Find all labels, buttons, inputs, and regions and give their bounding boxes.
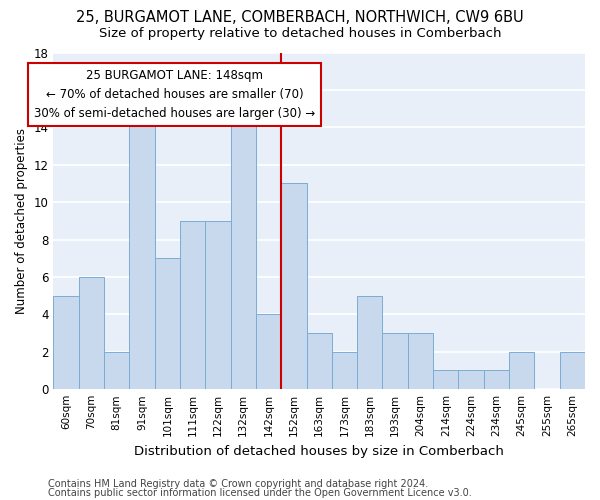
- Bar: [205, 221, 230, 389]
- Bar: [357, 296, 382, 389]
- Text: Size of property relative to detached houses in Comberbach: Size of property relative to detached ho…: [99, 28, 501, 40]
- Bar: [130, 108, 155, 389]
- Bar: [332, 352, 357, 389]
- Y-axis label: Number of detached properties: Number of detached properties: [15, 128, 28, 314]
- Bar: [53, 296, 79, 389]
- Text: Contains public sector information licensed under the Open Government Licence v3: Contains public sector information licen…: [48, 488, 472, 498]
- Bar: [408, 333, 433, 389]
- Text: 25, BURGAMOT LANE, COMBERBACH, NORTHWICH, CW9 6BU: 25, BURGAMOT LANE, COMBERBACH, NORTHWICH…: [76, 10, 524, 25]
- Bar: [256, 314, 281, 389]
- Bar: [484, 370, 509, 389]
- Bar: [307, 333, 332, 389]
- Bar: [560, 352, 585, 389]
- Bar: [458, 370, 484, 389]
- Text: 25 BURGAMOT LANE: 148sqm
← 70% of detached houses are smaller (70)
30% of semi-d: 25 BURGAMOT LANE: 148sqm ← 70% of detach…: [34, 70, 316, 120]
- X-axis label: Distribution of detached houses by size in Comberbach: Distribution of detached houses by size …: [134, 444, 504, 458]
- Bar: [104, 352, 130, 389]
- Text: Contains HM Land Registry data © Crown copyright and database right 2024.: Contains HM Land Registry data © Crown c…: [48, 479, 428, 489]
- Bar: [509, 352, 535, 389]
- Bar: [180, 221, 205, 389]
- Bar: [382, 333, 408, 389]
- Bar: [433, 370, 458, 389]
- Bar: [281, 184, 307, 389]
- Bar: [230, 108, 256, 389]
- Bar: [79, 277, 104, 389]
- Bar: [155, 258, 180, 389]
